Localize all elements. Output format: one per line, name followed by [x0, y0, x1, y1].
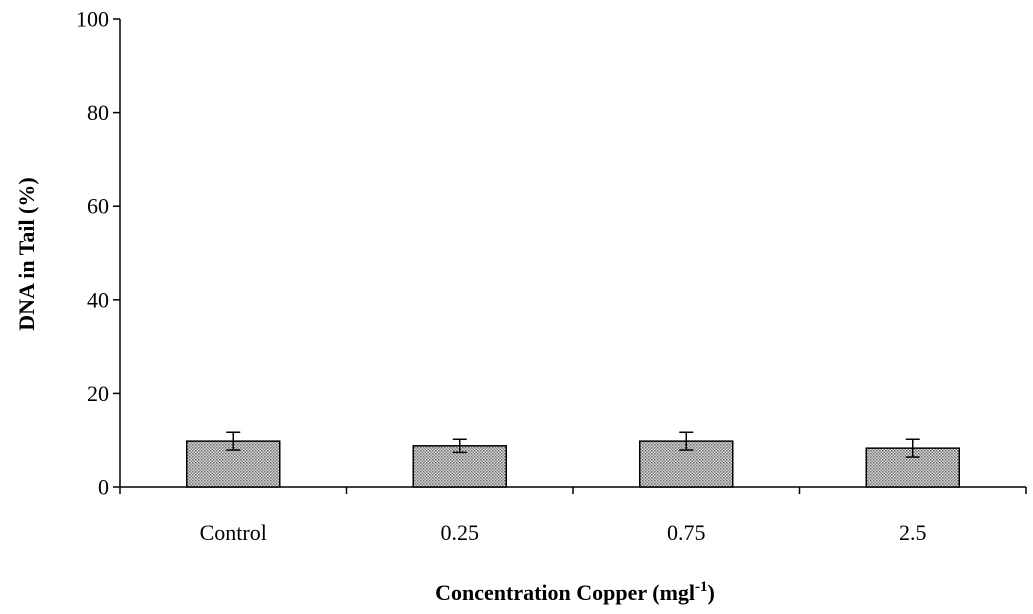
x-axis-title-tail: ): [708, 580, 715, 605]
y-axis: 0 20 40 60 80 100: [76, 7, 121, 500]
y-axis-title: DNA in Tail (%): [14, 177, 39, 330]
x-axis-title: Concentration Copper (mgl-1): [435, 579, 715, 605]
y-tick-label: 80: [87, 100, 109, 125]
bars: [186, 440, 960, 488]
bar: [186, 440, 281, 488]
bar: [412, 445, 507, 488]
x-tick-label: 2.5: [899, 520, 927, 545]
y-tick-label: 20: [87, 381, 109, 406]
x-axis-title-superscript: -1: [695, 579, 708, 595]
error-bars: [226, 431, 920, 458]
x-tick-label: 0.25: [441, 520, 480, 545]
y-tick-label: 40: [87, 287, 109, 312]
x-tick-label: 0.75: [667, 520, 706, 545]
y-tick-label: 100: [76, 7, 109, 32]
x-axis-title-main: Concentration Copper (mgl: [435, 580, 695, 605]
x-axis: Control 0.25 0.75 2.5: [119, 486, 1027, 545]
y-tick-label: 0: [98, 475, 109, 500]
y-tick-label: 60: [87, 194, 109, 219]
x-tick-label: Control: [200, 520, 267, 545]
